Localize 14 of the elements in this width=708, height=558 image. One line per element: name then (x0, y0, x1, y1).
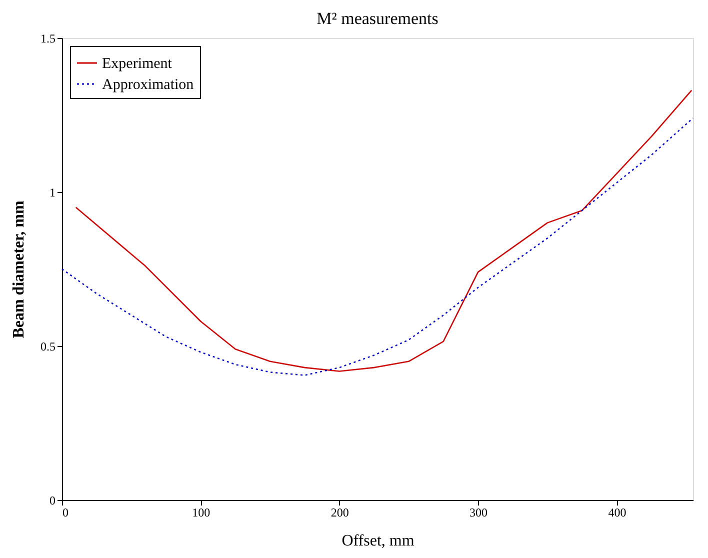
x-tick-label: 100 (192, 506, 210, 520)
y-tick-label: 0.5 (40, 340, 56, 354)
legend-label: Approximation (102, 77, 194, 93)
y-tick-label: 1 (50, 186, 56, 200)
chart-title: M² measurements (316, 9, 438, 28)
x-tick-label: 400 (608, 506, 626, 520)
x-tick-label: 300 (470, 506, 488, 520)
y-axis-title: Beam diameter, mm (10, 200, 28, 338)
x-tick-label: 0 (62, 506, 68, 520)
y-tick-label: 0 (50, 494, 56, 508)
x-tick-label: 200 (330, 506, 349, 520)
x-axis-title: Offset, mm (342, 532, 415, 550)
y-tick-label: 1.5 (40, 32, 56, 46)
legend-label: Experiment (102, 56, 173, 72)
